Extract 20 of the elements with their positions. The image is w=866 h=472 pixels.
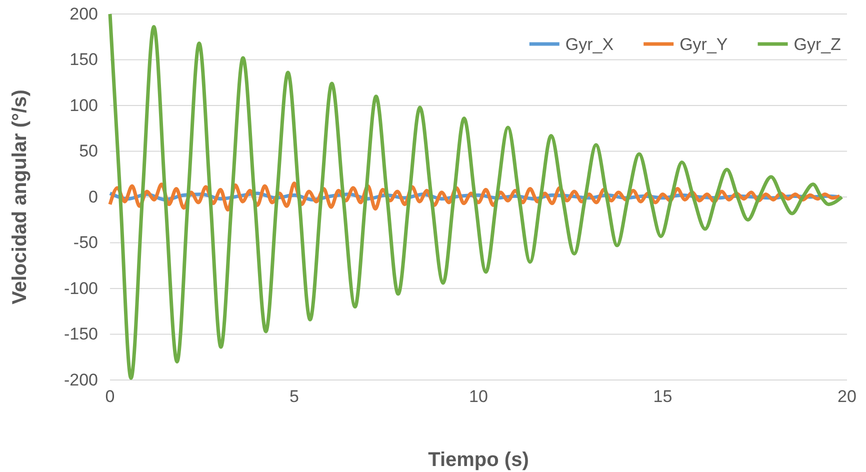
line-series xyxy=(108,12,844,380)
x-tick-label: 0 xyxy=(105,387,115,406)
y-tick-label: -200 xyxy=(64,370,98,390)
y-tick-label: -100 xyxy=(64,278,98,298)
y-tick-label: 150 xyxy=(70,50,98,70)
y-tick-label: 50 xyxy=(79,142,98,161)
y-tick-label: -50 xyxy=(73,233,98,252)
x-tick-label: 5 xyxy=(290,387,299,406)
x-tick-label: 20 xyxy=(838,387,856,406)
x-tick-label: 10 xyxy=(469,387,488,406)
y-axis-title: Velocidad angular (°/s) xyxy=(9,90,31,304)
x-tick-label: 15 xyxy=(653,387,672,406)
x-axis-title: Tiempo (s) xyxy=(428,449,529,471)
legend-label: Gyr_X xyxy=(565,35,614,54)
legend-label: Gyr_Y xyxy=(680,35,728,54)
y-tick-label: 0 xyxy=(88,187,98,206)
y-tick-label: 100 xyxy=(70,96,98,115)
legend-label: Gyr_Z xyxy=(794,35,841,54)
y-tick-label: 200 xyxy=(70,4,98,24)
y-tick-label: -150 xyxy=(64,324,98,344)
